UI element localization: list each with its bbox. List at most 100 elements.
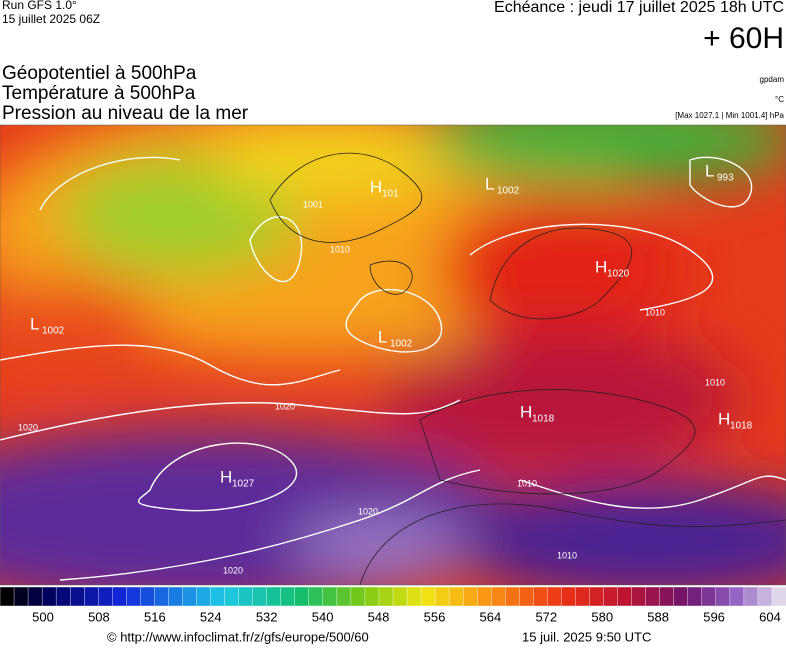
colorbar-swatch xyxy=(378,586,394,607)
colorbar-swatch xyxy=(491,586,506,607)
colorbar-swatch xyxy=(392,586,408,607)
colorbar-swatch xyxy=(27,586,43,607)
pressure-center-value: 1018 xyxy=(532,414,555,425)
colorbar-swatch xyxy=(41,586,57,607)
colorbar-tick-label: 540 xyxy=(312,609,334,624)
pressure-center-value: 993 xyxy=(717,173,734,184)
colorbar-tick-label: 564 xyxy=(480,609,502,624)
colorbar-tick-label: 548 xyxy=(368,609,390,624)
colorbar-swatch xyxy=(224,586,240,607)
colorbar-tick-label: 508 xyxy=(88,609,110,624)
colorbar-swatch xyxy=(757,586,773,607)
colorbar-swatch xyxy=(434,586,450,607)
colorbar-swatch xyxy=(645,586,661,607)
map-frame xyxy=(0,124,786,586)
colorbar-swatch xyxy=(547,586,563,607)
pressure-center-value: 101 xyxy=(382,189,399,200)
colorbar-swatch xyxy=(350,586,366,607)
pressure-center-value: 1018 xyxy=(730,421,753,432)
colorbar-swatch xyxy=(743,586,759,607)
colorbar-swatch xyxy=(771,586,786,607)
colorbar-swatch xyxy=(112,586,128,607)
lead-time: + 60H xyxy=(703,22,784,55)
colorbar-swatch xyxy=(13,586,29,607)
colorbar-swatch xyxy=(659,586,675,607)
unit-label: gpdam xyxy=(760,75,785,84)
colorbar-tick-label: 556 xyxy=(424,609,446,624)
colorbar-swatch xyxy=(406,586,422,607)
colorbar-swatch xyxy=(448,586,464,607)
colorbar-swatch xyxy=(715,586,731,607)
pressure-center-letter: H xyxy=(718,409,730,428)
colorbar-swatch xyxy=(294,586,310,607)
colorbar-swatch xyxy=(308,586,324,607)
colorbar-swatch xyxy=(519,586,535,607)
isobar-label: 1010 xyxy=(557,550,577,560)
isobar-label: 1001 xyxy=(303,199,323,209)
colorbar-swatch xyxy=(589,586,605,607)
colorbar-tick-label: 604 xyxy=(759,609,781,624)
field-title: Température à 500hPa xyxy=(2,83,196,104)
isobar-label: 1010 xyxy=(705,377,725,387)
map xyxy=(0,125,786,585)
colorbar-swatch xyxy=(84,586,99,607)
colorbar-swatch xyxy=(575,586,591,607)
colorbar-tick-label: 516 xyxy=(144,609,166,624)
colorbar-swatch xyxy=(98,586,113,607)
colorbar-swatch xyxy=(196,586,212,607)
field-title: Géopotentiel à 500hPa xyxy=(2,63,197,84)
isobar-label: 1020 xyxy=(275,401,295,411)
pressure-center-letter: L xyxy=(705,161,714,180)
colorbar-swatch xyxy=(561,586,577,607)
run-label: Run GFS 1.0° xyxy=(2,0,77,12)
colorbar-swatch xyxy=(729,586,745,607)
colorbar-swatch xyxy=(280,586,296,607)
pressure-center-value: 1020 xyxy=(607,269,630,280)
colorbar-swatch xyxy=(210,586,226,607)
colorbar-swatch xyxy=(533,586,549,607)
isobar-label: 1020 xyxy=(18,422,38,432)
pressure-center-letter: H xyxy=(520,402,532,421)
run-date: 15 juillet 2025 06Z xyxy=(2,12,100,26)
colorbar-swatch xyxy=(69,586,85,607)
unit-label: °C xyxy=(775,95,784,104)
isobar-label: 1010 xyxy=(330,244,350,254)
isobar-label: 1020 xyxy=(358,506,378,516)
colorbar-swatch xyxy=(673,586,689,607)
valid-time: Echéance : jeudi 17 juillet 2025 18h UTC xyxy=(494,0,784,16)
pressure-center-value: 1002 xyxy=(42,326,65,337)
colorbar-swatch xyxy=(168,586,184,607)
isobar-label: 1020 xyxy=(223,565,243,575)
colorbar-swatch xyxy=(505,586,521,607)
pressure-center-letter: H xyxy=(220,467,232,486)
colorbar-swatch xyxy=(266,586,282,607)
colorbar-swatch xyxy=(182,586,198,607)
pressure-center-letter: L xyxy=(485,174,494,193)
colorbar-swatch xyxy=(603,586,619,607)
colorbar-swatch xyxy=(631,586,647,607)
colorbar-swatch xyxy=(477,586,492,607)
colorbar-swatch xyxy=(238,586,254,607)
pressure-center-letter: H xyxy=(595,257,607,276)
colorbar-swatch xyxy=(55,586,71,607)
isobars xyxy=(0,156,786,581)
source-url[interactable]: © http://www.infoclimat.fr/z/gfs/europe/… xyxy=(107,629,369,644)
pressure-center-letter: L xyxy=(378,327,387,346)
field-title: Pression au niveau de la mer xyxy=(2,103,249,124)
colorbar-tick-label: 572 xyxy=(535,609,557,624)
pressure-center-value: 1002 xyxy=(390,339,413,350)
pressure-center-value: 1027 xyxy=(232,479,255,490)
colorbar-tick-label: 532 xyxy=(256,609,278,624)
isobar-label: 1010 xyxy=(517,478,537,488)
pressure-center-letter: L xyxy=(30,314,39,333)
coastlines xyxy=(269,152,786,585)
colorbar-swatch xyxy=(617,586,633,607)
pressure-center-letter: H xyxy=(370,177,382,196)
colorbar-swatch xyxy=(140,586,156,607)
colorbar-swatch xyxy=(126,586,142,607)
colorbar-swatch xyxy=(322,586,338,607)
unit-label: [Max 1027.1 | Min 1001.4] hPa xyxy=(675,111,784,120)
colorbar-swatch xyxy=(336,586,352,607)
